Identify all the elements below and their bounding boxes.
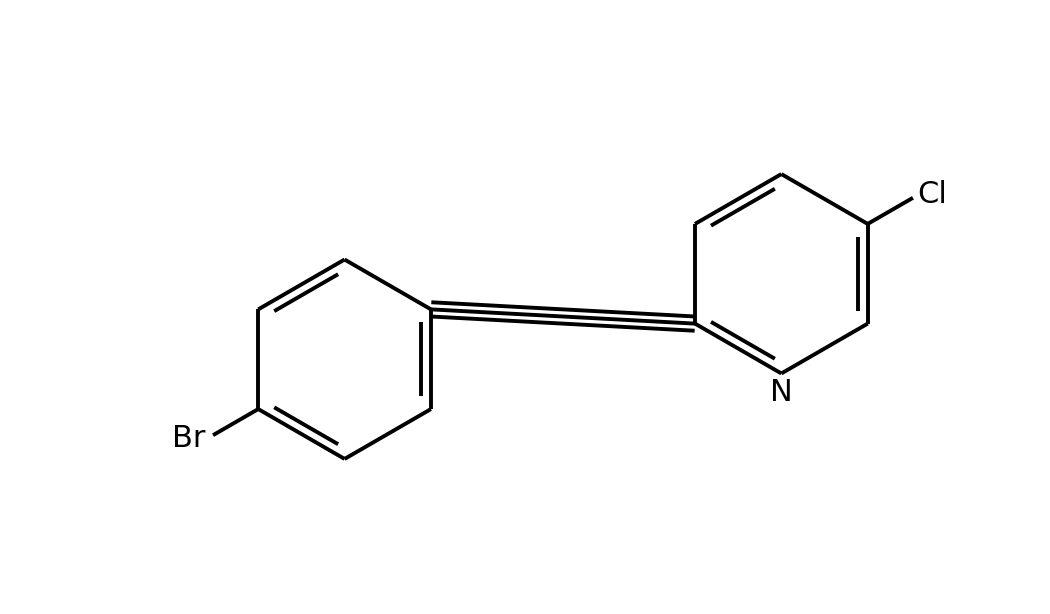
Text: Cl: Cl bbox=[918, 179, 947, 209]
Text: Br: Br bbox=[172, 424, 206, 454]
Text: N: N bbox=[770, 378, 793, 407]
